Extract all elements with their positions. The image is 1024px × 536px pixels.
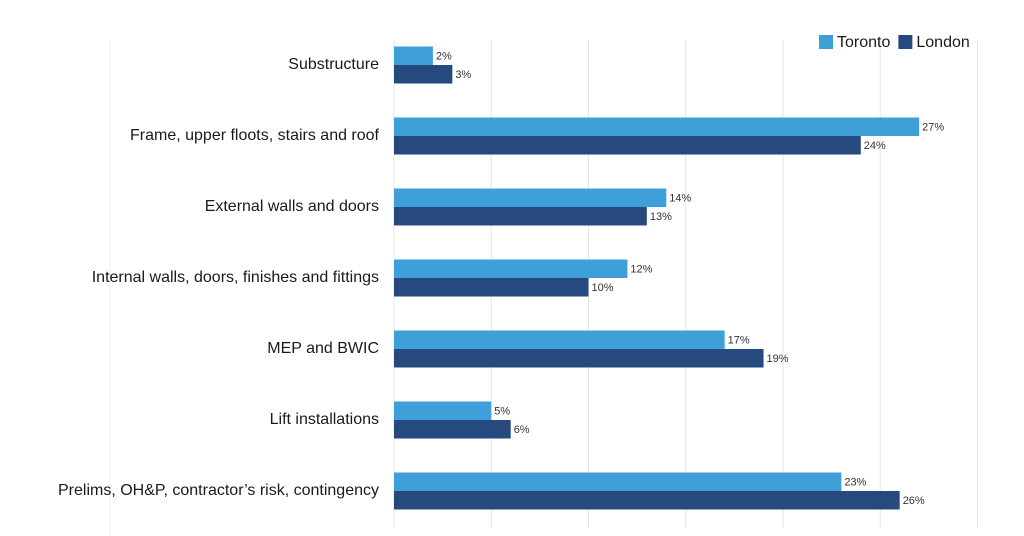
value-label: 3% xyxy=(455,69,471,81)
legend-label: London xyxy=(916,34,969,51)
category-label: Lift installations xyxy=(270,411,379,428)
category-label: Internal walls, doors, finishes and fitt… xyxy=(92,269,379,286)
bar xyxy=(394,46,433,65)
bar xyxy=(394,207,647,226)
bar xyxy=(394,330,725,349)
bar xyxy=(394,401,492,420)
value-label: 14% xyxy=(669,193,691,205)
value-label: 10% xyxy=(592,282,614,294)
category-label: Prelims, OH&P, contractor’s risk, contin… xyxy=(58,482,379,499)
legend-swatch xyxy=(898,35,913,49)
category-label: Substructure xyxy=(288,56,379,73)
category-label: Frame, upper floots, stairs and roof xyxy=(130,127,380,144)
value-label: 6% xyxy=(514,424,530,436)
bar xyxy=(394,472,842,491)
value-label: 19% xyxy=(767,353,789,365)
bar xyxy=(394,259,628,278)
bar xyxy=(394,117,920,136)
value-label: 26% xyxy=(903,495,925,507)
legend-label: Toronto xyxy=(837,34,890,51)
legend-swatch xyxy=(819,35,833,49)
category-label: MEP and BWIC xyxy=(267,340,379,357)
bar xyxy=(394,491,900,510)
value-label: 17% xyxy=(728,335,750,347)
value-label: 12% xyxy=(630,264,652,276)
bar xyxy=(394,420,511,439)
bar xyxy=(394,188,667,207)
value-label: 24% xyxy=(864,140,886,152)
value-label: 27% xyxy=(922,122,944,134)
value-label: 5% xyxy=(494,406,510,418)
bar xyxy=(394,349,764,368)
value-label: 13% xyxy=(650,211,672,223)
value-label: 2% xyxy=(436,51,452,63)
value-label: 23% xyxy=(844,477,866,489)
bar xyxy=(394,278,589,297)
bar xyxy=(394,65,453,84)
category-label: External walls and doors xyxy=(205,198,379,215)
bar xyxy=(394,136,861,155)
